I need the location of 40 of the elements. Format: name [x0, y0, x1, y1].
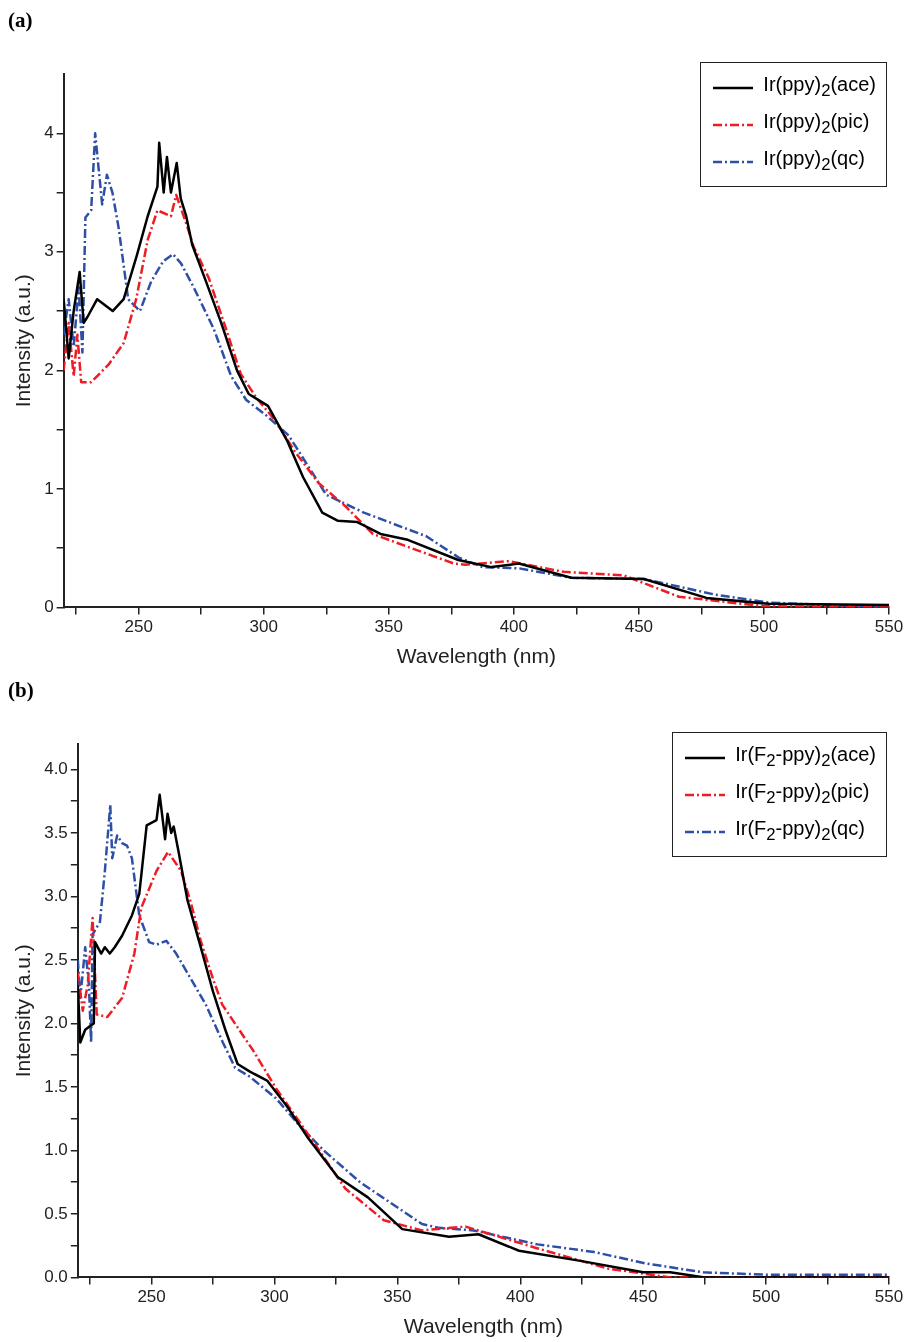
- x-tick-label: 450: [629, 1287, 658, 1307]
- y-tick-label: 2: [44, 360, 54, 380]
- legend-label: Ir(F$_{2}$-ppy)$_{2}$(pic): [735, 779, 870, 809]
- text: (b): [8, 678, 34, 703]
- x-tick-label: 450: [624, 617, 654, 637]
- y-tick-label: 1.0: [44, 1140, 68, 1160]
- x-tick-label: 350: [383, 1287, 412, 1307]
- x-tick-label: 400: [499, 617, 529, 637]
- x-tick-label: 250: [137, 1287, 166, 1307]
- y-tick-label: 0.5: [44, 1203, 68, 1223]
- x-tick-label: 550: [874, 1287, 904, 1307]
- x-tick-label: 300: [260, 1287, 289, 1307]
- x-tick-label: 300: [249, 617, 278, 637]
- x-tick-label: 500: [751, 1287, 781, 1307]
- y-tick-label: 4: [44, 122, 54, 142]
- y-tick-label: 4.0: [44, 759, 68, 779]
- x-tick-label: 250: [124, 617, 153, 637]
- x-tick-label: 550: [874, 617, 904, 637]
- x-tick-label: 350: [374, 617, 403, 637]
- x-tick-label: 500: [749, 617, 779, 637]
- legend-label: Ir(F$_{2}$-ppy)$_{2}$(qc): [735, 816, 865, 846]
- legend-label: Ir(ppy)$_{2}$(ace): [763, 72, 876, 102]
- y-tick-label: 3.0: [44, 886, 68, 906]
- y-tick-label: 3: [44, 241, 54, 261]
- y-tick-label: 3.5: [44, 822, 68, 842]
- y-tick-label: 1.5: [44, 1076, 68, 1096]
- y-tick-label: 2.0: [44, 1013, 68, 1033]
- x-axis-title: Wavelength (nm): [403, 1314, 563, 1338]
- text: (a): [8, 8, 33, 33]
- x-axis-title: Wavelength (nm): [396, 644, 556, 668]
- legend-label: Ir(F$_{2}$-ppy)$_{2}$(ace): [735, 742, 876, 772]
- y-tick-label: 0.0: [44, 1267, 68, 1287]
- legend-label: Ir(ppy)$_{2}$(qc): [763, 146, 865, 176]
- y-tick-label: 0: [44, 597, 54, 617]
- y-axis-title: Intensity (a.u.): [11, 944, 35, 1078]
- y-tick-label: 2.5: [44, 949, 68, 969]
- y-axis-title: Intensity (a.u.): [11, 274, 35, 408]
- x-tick-label: 400: [506, 1287, 535, 1307]
- y-tick-label: 1: [44, 478, 54, 498]
- legend-label: Ir(ppy)$_{2}$(pic): [763, 109, 870, 139]
